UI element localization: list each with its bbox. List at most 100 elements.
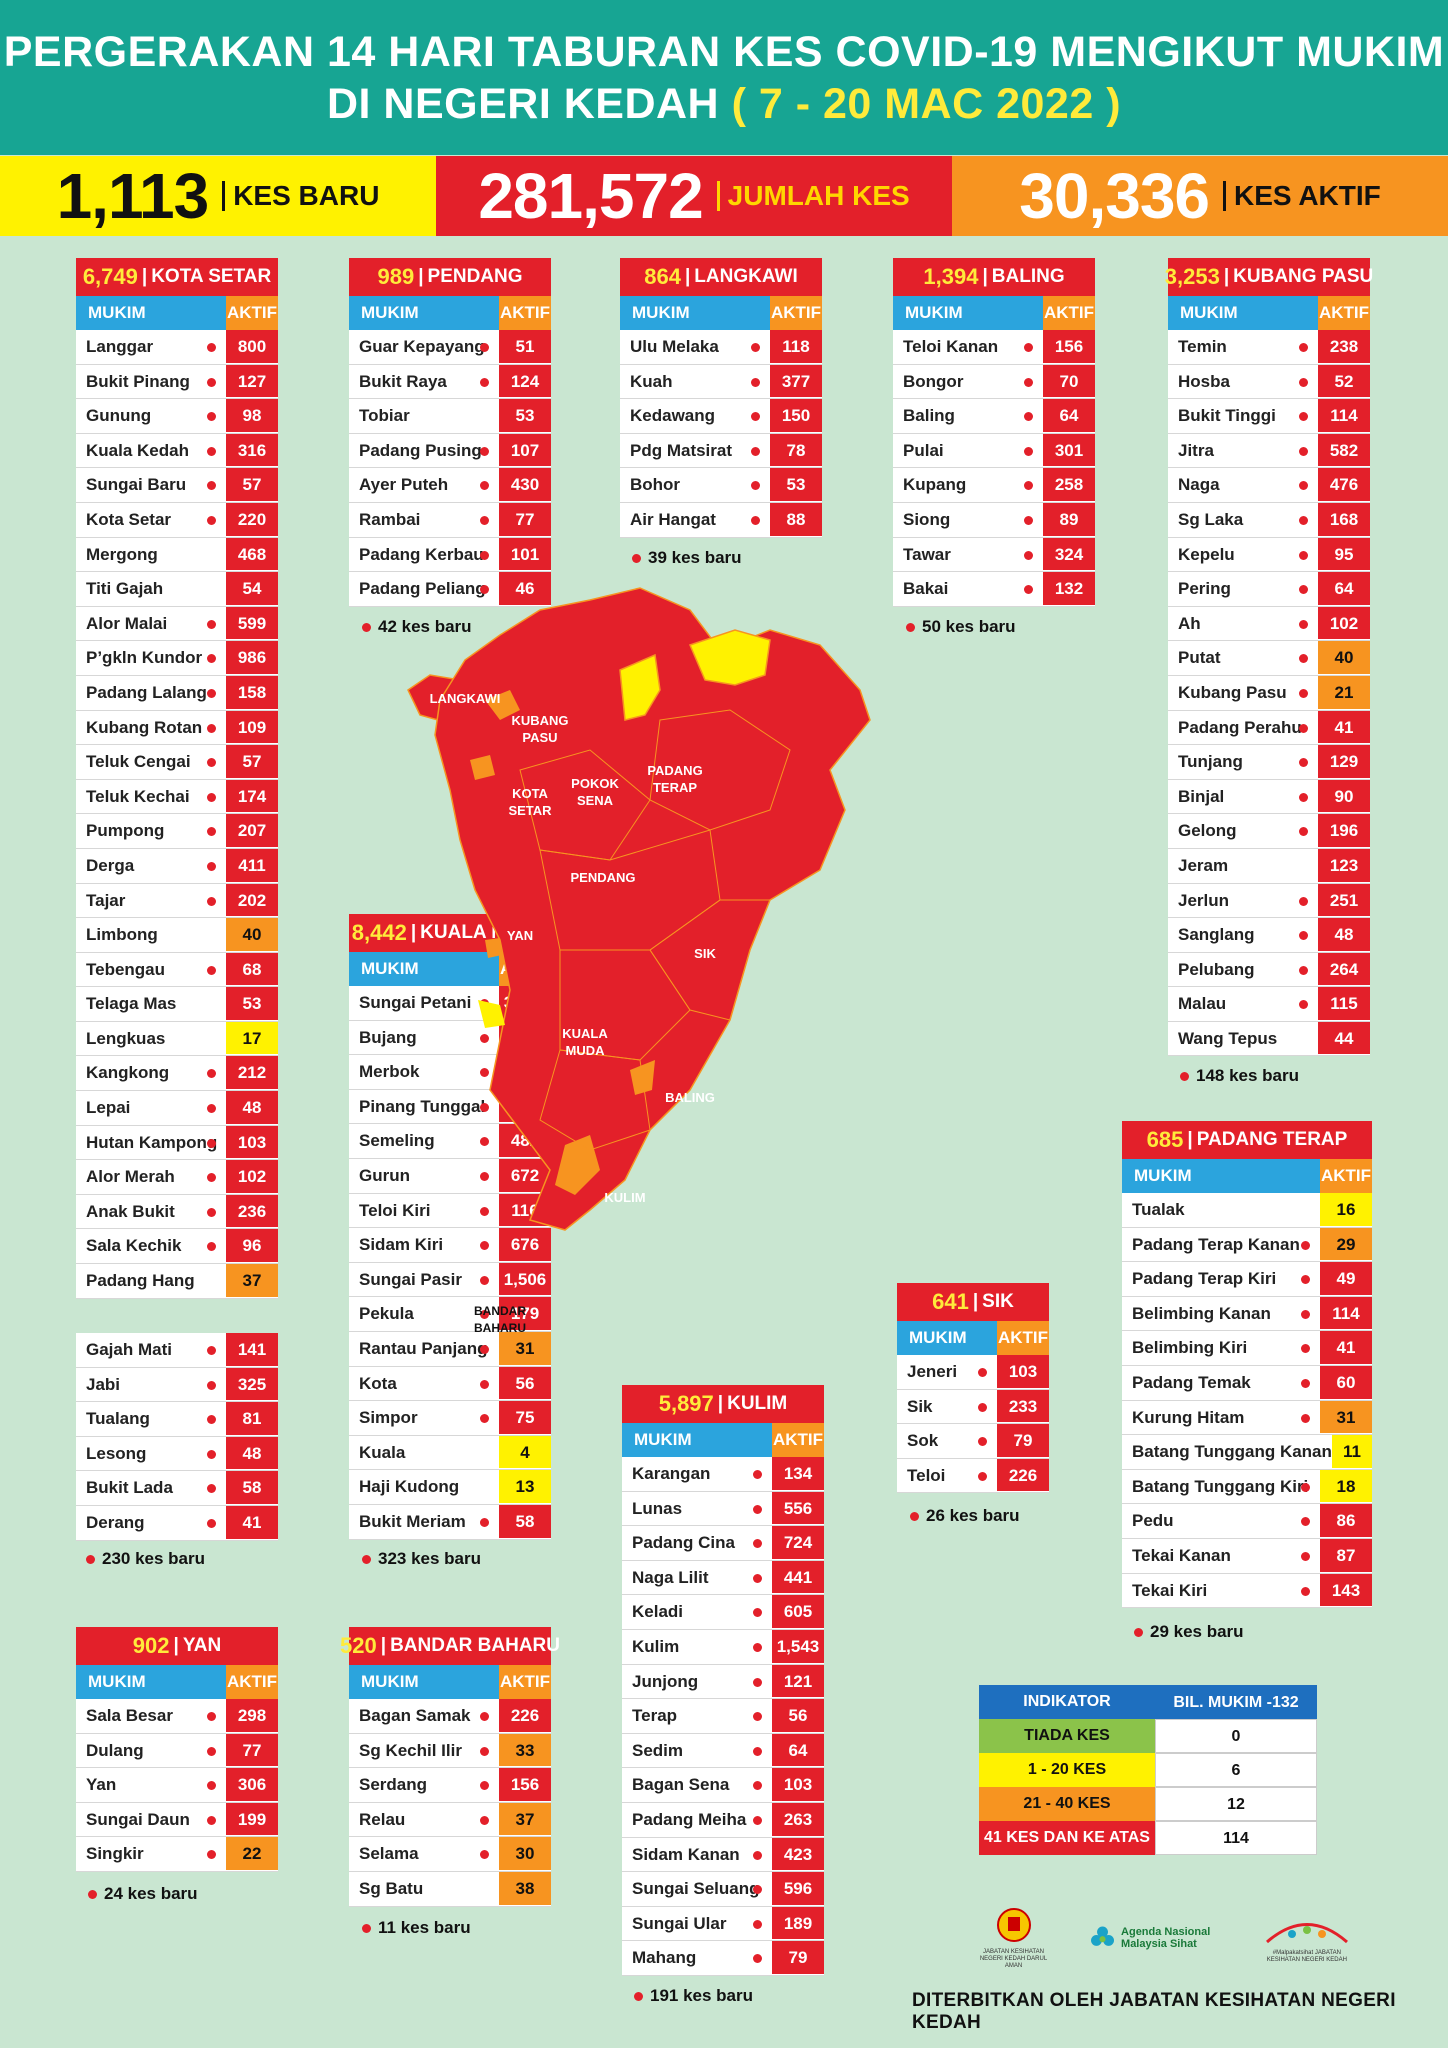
column-header-aktif: AKTIF	[772, 1423, 824, 1457]
legend-header-count: BIL. MUKIM -132	[1155, 1685, 1317, 1719]
map-label-setar: SETAR	[508, 803, 552, 818]
aktif-value: 168	[1318, 502, 1370, 537]
district-header: 864 | LANGKAWI	[620, 258, 822, 296]
page-title-line1: PERGERAKAN 14 HARI TABURAN KES COVID-19 …	[3, 28, 1445, 76]
district-padang-terap: 685 | PADANG TERAP MUKIM AKTIF Tualak 16 Padang…	[1122, 1121, 1372, 1609]
mukim-name: Ulu Melaka	[620, 330, 770, 364]
aktif-value: 102	[1318, 606, 1370, 641]
mukim-name: Tekai Kanan	[1122, 1539, 1320, 1573]
map-label-muda: MUDA	[566, 1043, 606, 1058]
mukim-name: Serdang	[349, 1768, 499, 1802]
map-label-pendang: PENDANG	[570, 870, 635, 885]
aktif-value: 88	[770, 502, 822, 537]
case-dot-icon	[753, 1642, 762, 1652]
table-row: Bukit Pinang 127	[76, 364, 278, 400]
district-total: 902	[132, 1633, 170, 1658]
mukim-name: Kepelu	[1168, 538, 1318, 572]
aktif-value: 37	[226, 1264, 278, 1298]
mukim-name: Malau	[1168, 987, 1318, 1021]
district-name: KOTA SETAR	[151, 266, 272, 287]
aktif-value: 57	[226, 745, 278, 779]
aktif-value: 156	[1043, 330, 1095, 364]
aktif-value: 51	[499, 330, 551, 364]
case-dot-icon	[753, 1954, 762, 1964]
district-kota-setar: 6,749 | KOTA SETAR MUKIM AKTIF Langgar 800 Buki…	[76, 258, 278, 1299]
aktif-value: 986	[226, 641, 278, 675]
mukim-name: Bongor	[893, 365, 1043, 399]
district-total: 685	[1146, 1127, 1184, 1152]
mukim-name: Bukit Tinggi	[1168, 399, 1318, 433]
table-row: Padang Peliang 46	[349, 572, 551, 607]
aktif-value: 596	[772, 1872, 824, 1906]
case-dot-icon	[207, 1815, 216, 1825]
aktif-value: 298	[226, 1699, 278, 1733]
aktif-value: 264	[1318, 952, 1370, 987]
table-row: Hutan Kampong 103	[76, 1125, 278, 1161]
mukim-name: Relau	[349, 1803, 499, 1837]
stat-kes-aktif: 30,336 KES AKTIF	[952, 156, 1448, 236]
case-dot-icon	[1299, 377, 1308, 387]
case-dot-icon	[1299, 792, 1308, 802]
table-row: Jabi 325	[76, 1367, 278, 1403]
community-icon	[1265, 1922, 1348, 1943]
case-dot-icon	[480, 1781, 489, 1791]
mukim-name: Kota Setar	[76, 503, 226, 537]
mukim-name: Lengkuas	[86, 1028, 166, 1048]
table-row: Junjong 121	[622, 1664, 824, 1700]
mukim-name: Kota	[349, 1367, 499, 1401]
aktif-value: 44	[1318, 1021, 1370, 1056]
mukim-name: Pering	[1168, 572, 1318, 606]
district-total: 6,749	[82, 264, 138, 289]
column-header: MUKIM AKTIF	[893, 296, 1095, 330]
mukim-name: Sungai Ular	[622, 1907, 772, 1941]
case-dot-icon	[480, 1379, 489, 1389]
aktif-value: 107	[499, 433, 551, 468]
legend-row: 1 - 20 KES 6	[979, 1753, 1317, 1787]
case-dot-icon	[207, 343, 216, 352]
mukim-name: Sik	[897, 1390, 997, 1424]
table-row: Temin 238	[1168, 330, 1370, 365]
column-header-mukim: MUKIM	[361, 1672, 419, 1691]
case-dot-icon	[1301, 1413, 1310, 1423]
new-case-dot-icon	[632, 554, 641, 563]
table-row: Teloi 226	[897, 1458, 1049, 1494]
case-dot-icon	[207, 688, 216, 698]
mukim-name: Sala Besar	[76, 1699, 226, 1733]
mukim-name: Tajar	[76, 884, 226, 918]
aktif-value: 324	[1043, 537, 1095, 572]
district-total: 5,897	[658, 1391, 714, 1416]
aktif-value: 127	[226, 364, 278, 399]
mukim-name: Ah	[1168, 607, 1318, 641]
aktif-value: 123	[1318, 848, 1370, 883]
district-name: KUBANG PASU	[1233, 266, 1374, 287]
hibiscus-icon	[1091, 1926, 1115, 1946]
table-row: Karangan 134	[622, 1457, 824, 1492]
table-row: Wang Tepus 44	[1168, 1021, 1370, 1057]
table-row: Telaga Mas 53	[76, 987, 278, 1022]
case-dot-icon	[1024, 446, 1033, 456]
table-row: Ulu Melaka 118	[620, 330, 822, 365]
table-row: Bukit Meriam 58	[349, 1504, 551, 1540]
aktif-value: 13	[499, 1470, 551, 1504]
case-dot-icon	[207, 1069, 216, 1079]
table-row: Baling 64	[893, 399, 1095, 434]
mukim-name: Bujang	[349, 1021, 499, 1055]
aktif-value: 48	[226, 1091, 278, 1125]
case-dot-icon	[207, 1781, 216, 1791]
case-dot-icon	[207, 654, 216, 664]
case-dot-icon	[1299, 585, 1308, 595]
aktif-value: 233	[997, 1389, 1049, 1424]
table-row: Pekula 179	[349, 1297, 551, 1332]
table-row: Hosba 52	[1168, 364, 1370, 400]
mukim-name: Rambai	[349, 503, 499, 537]
mukim-name: Pekula	[349, 1297, 499, 1331]
table-row: Bakai 132	[893, 572, 1095, 607]
case-dot-icon	[1299, 931, 1308, 941]
case-dot-icon	[1299, 481, 1308, 491]
table-row: Bagan Sena 103	[622, 1768, 824, 1803]
table-row: Teloi Kanan 156	[893, 330, 1095, 365]
mukim-name: Ayer Puteh	[349, 468, 499, 502]
aktif-value: 476	[1318, 468, 1370, 502]
mukim-name: Padang Hang	[86, 1271, 195, 1291]
table-row: Relau 37	[349, 1802, 551, 1838]
